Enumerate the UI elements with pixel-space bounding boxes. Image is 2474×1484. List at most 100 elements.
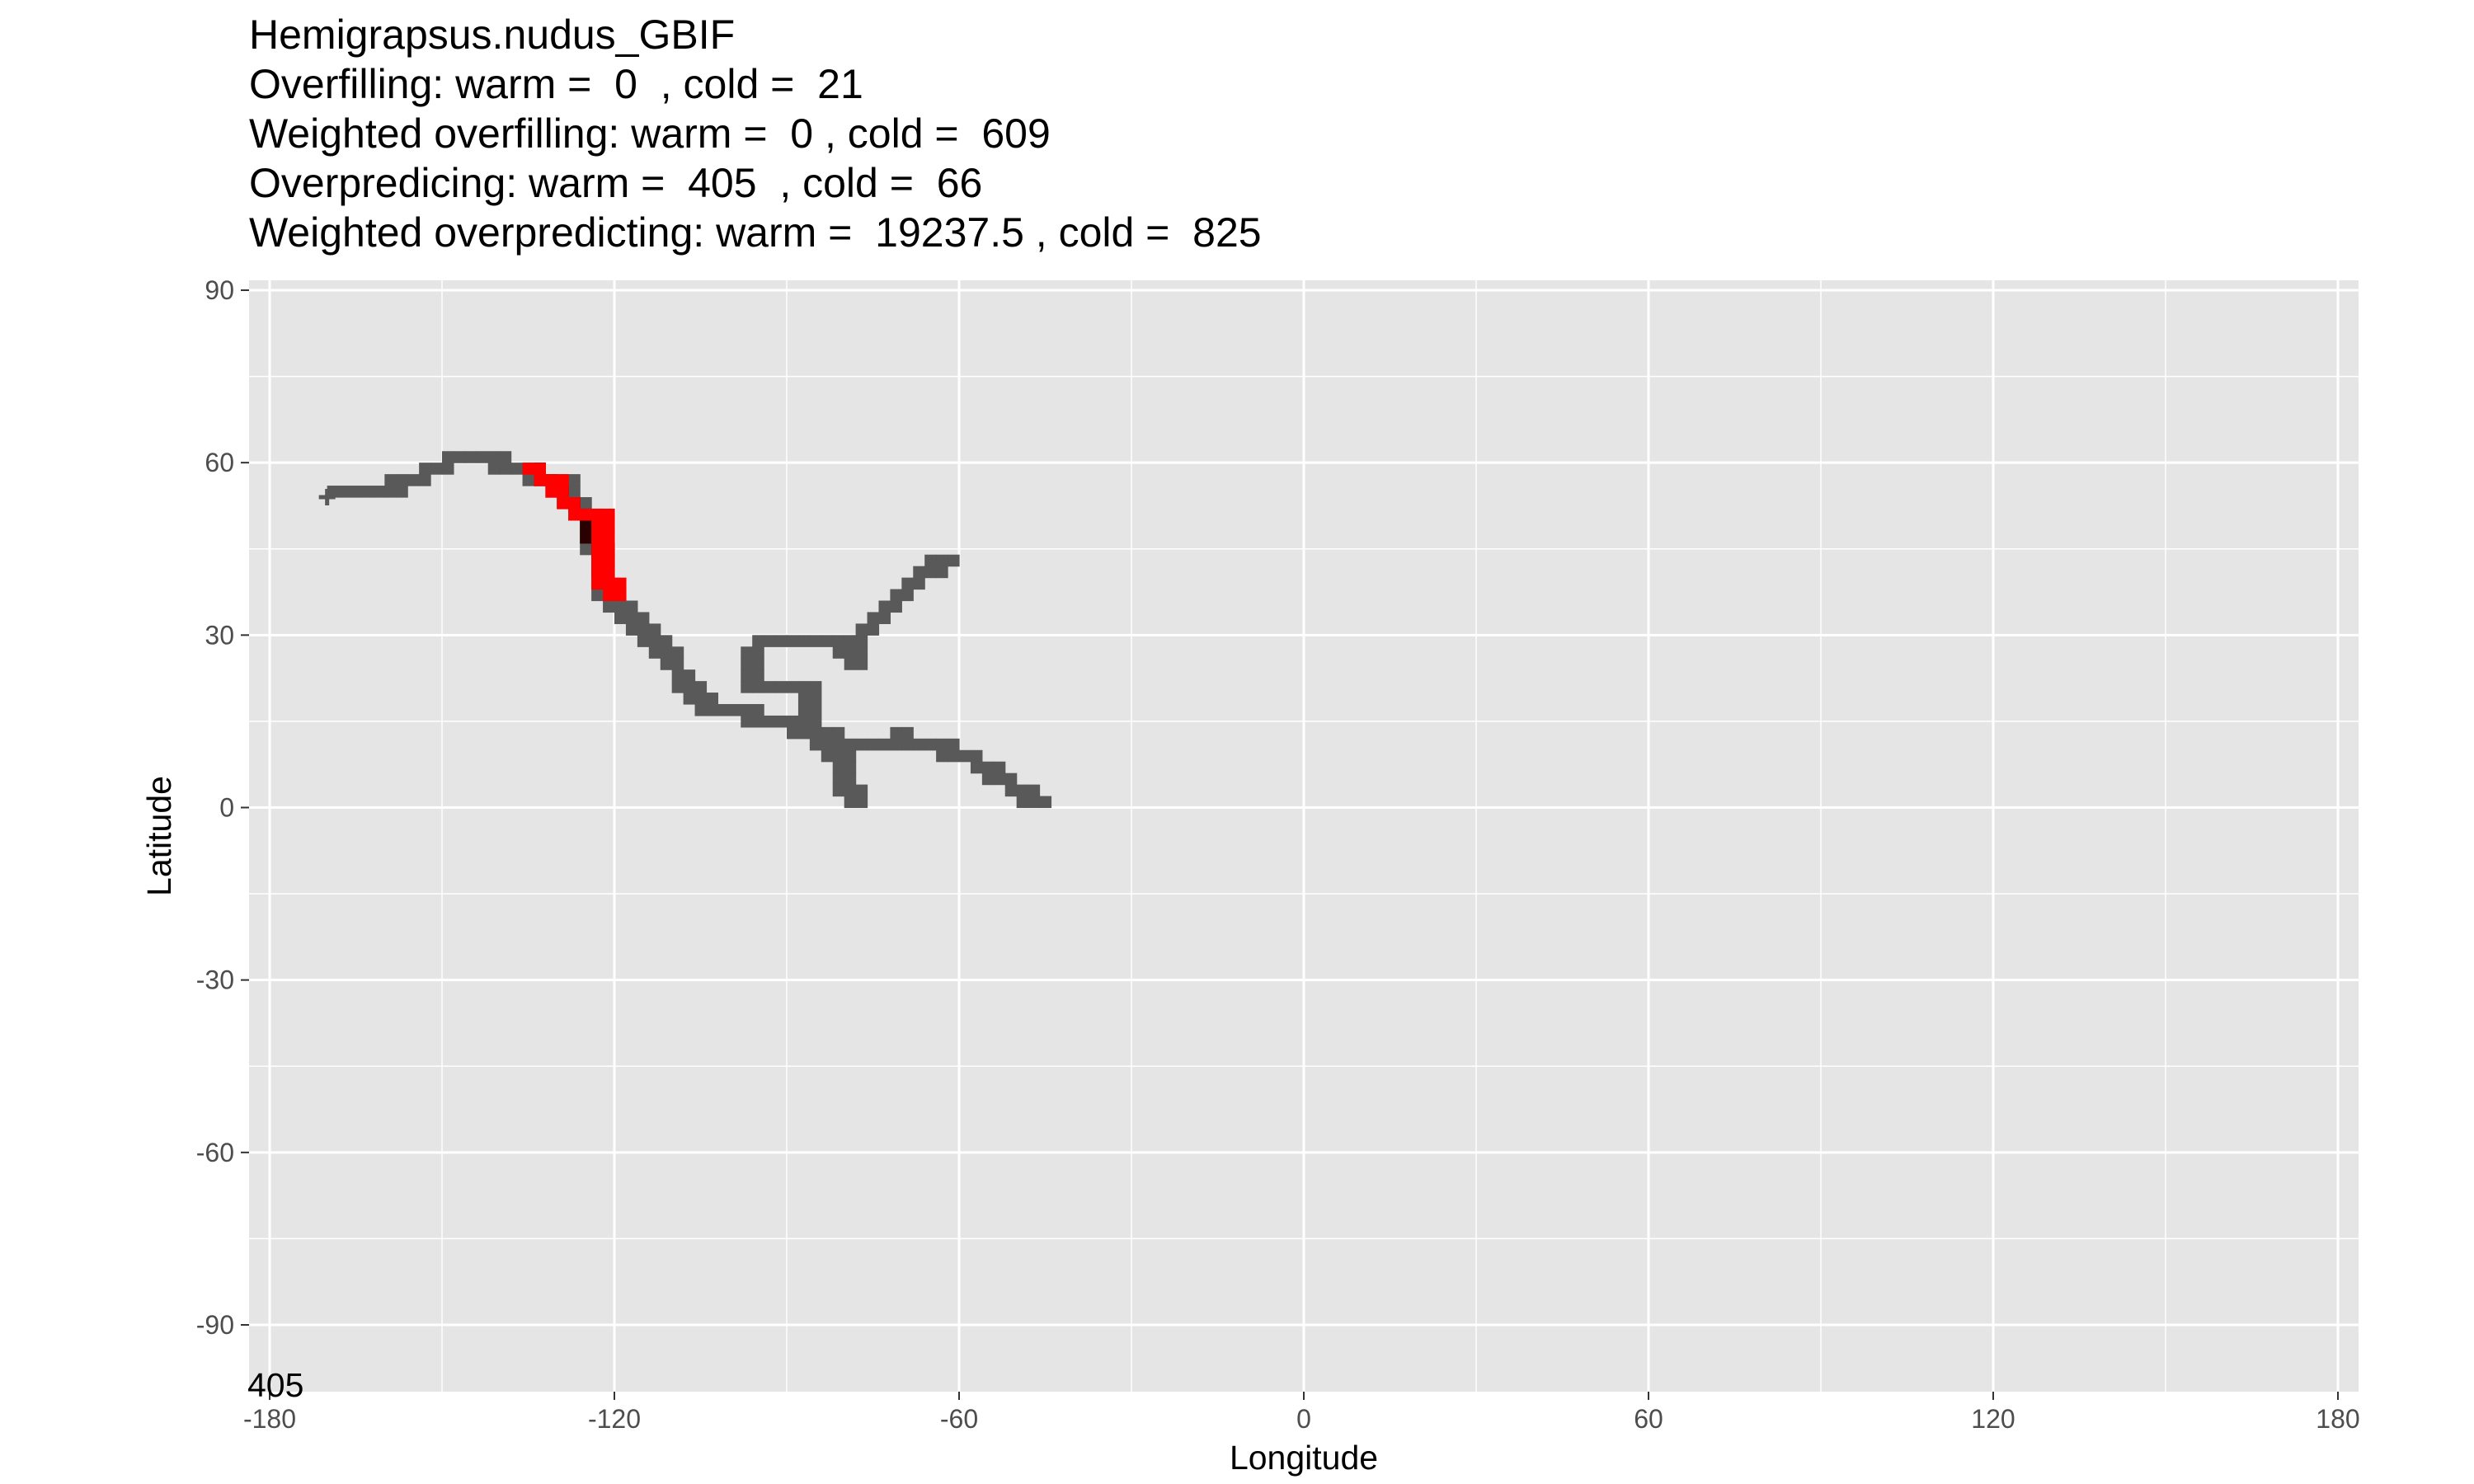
overpredicted-cell	[764, 635, 776, 647]
overpredicted-cell	[741, 669, 753, 682]
overpredicted-cell	[821, 726, 834, 740]
overpredicted-cell	[338, 486, 351, 498]
overpredicted-cell	[752, 635, 764, 647]
chart-title-block: Hemigrapsus.nudus_GBIF Overfilling: warm…	[249, 10, 1262, 257]
overpredicted-cell	[625, 600, 638, 613]
overpredicted-cells	[327, 451, 1052, 809]
overpredicted-cell	[901, 577, 914, 590]
overpredicted-cell	[476, 451, 489, 463]
overpredicted-cell	[648, 635, 661, 647]
overpredicted-cell	[890, 600, 902, 613]
overpredicted-cell	[637, 623, 650, 636]
subtitle-overfilling: Overfilling: warm = 0 , cold = 21	[249, 61, 863, 107]
overpredicted-cell	[970, 749, 983, 763]
overpredicted-cell	[522, 474, 535, 486]
overpredicted-cell	[603, 600, 615, 613]
overpredicted-cell	[430, 463, 443, 475]
overpredicted-cell	[809, 681, 822, 693]
overpredicted-cell	[970, 761, 983, 774]
overpredicted-cell	[741, 704, 753, 716]
overfilled-cell	[603, 554, 615, 567]
overpredicted-cell	[671, 658, 684, 670]
x-axis-title: Longitude	[1230, 1439, 1378, 1477]
overpredicted-cell	[752, 681, 764, 693]
x-tick-label: 180	[2316, 1404, 2359, 1434]
overpredicted-cell	[464, 451, 477, 463]
overpredicted-cell	[948, 749, 960, 763]
overpredicted-cell	[981, 773, 995, 786]
overpredicted-cell	[993, 761, 1006, 774]
overpredicted-cell	[878, 738, 891, 751]
overfilled-cell	[603, 508, 615, 521]
overpredicted-cell	[327, 486, 340, 498]
overfilled-cell	[591, 508, 604, 521]
overpredicted-cell	[1016, 796, 1029, 809]
x-tick-label: 60	[1634, 1404, 1663, 1434]
overfilled-cell	[603, 589, 615, 602]
overpredicted-cell	[637, 635, 650, 647]
y-tick-label: 60	[205, 448, 234, 477]
overpredicted-cell	[959, 749, 971, 763]
overpredicted-cell	[993, 773, 1006, 786]
overpredicted-cell	[1028, 796, 1041, 809]
overfilled-cell	[591, 519, 604, 533]
overpredicted-cell	[787, 726, 799, 740]
overpredicted-cell	[797, 726, 811, 740]
major-grid	[249, 280, 2359, 1392]
x-tick-label: 0	[1296, 1404, 1311, 1434]
subtitle-weighted-overpredicting: Weighted overpredicting: warm = 19237.5 …	[249, 209, 1262, 256]
overpredicted-cell	[487, 451, 501, 463]
overfilled-cell	[603, 566, 615, 579]
overfilled-cell	[603, 542, 615, 556]
overpredicted-cell	[878, 600, 891, 613]
overpredicted-cell	[591, 589, 604, 602]
overpredicted-cell	[878, 612, 891, 624]
overpredicted-cell	[1004, 784, 1018, 797]
axes: -180 -120 -60 0 60 120 180 90 60 30 0 -30 -60 -90	[196, 275, 2360, 1434]
x-tick-label: -180	[243, 1404, 296, 1434]
overpredicted-cell	[361, 486, 374, 498]
overfilled-cell	[603, 519, 615, 533]
subtitle-overpredicting: Overpredicing: warm = 405 , cold = 66	[249, 160, 983, 206]
overpredicted-cell	[890, 589, 902, 602]
overpredicted-cell	[901, 738, 914, 751]
overpredicted-cell	[580, 542, 592, 556]
overpredicted-cell	[499, 463, 512, 475]
overpredicted-cell	[706, 693, 718, 705]
overpredicted-cell	[752, 704, 764, 716]
overfilled-cell	[614, 589, 627, 602]
overpredicted-cell	[809, 635, 822, 647]
overfilled-cell	[614, 577, 627, 590]
overpredicted-cell	[844, 646, 857, 659]
overpredicted-cell	[844, 635, 857, 647]
overpredicted-cell	[844, 784, 857, 797]
overpredicted-cell	[660, 658, 673, 670]
overpredicted-cell	[671, 681, 684, 693]
overpredicted-cell	[936, 749, 948, 763]
overpredicted-cell	[1016, 784, 1029, 797]
overpredicted-cell	[832, 635, 845, 647]
overpredicted-cell	[499, 451, 512, 463]
overpredicted-cell	[648, 646, 661, 659]
overpredicted-cell	[648, 623, 661, 636]
overpredicted-cell	[1028, 784, 1041, 797]
overpredicted-cell	[924, 554, 937, 567]
corner-annotation: 405	[247, 1366, 303, 1404]
overfilled-cell	[534, 474, 546, 486]
overpredicted-cell	[637, 612, 650, 624]
y-tick-label: 30	[205, 620, 234, 650]
overpredicted-cell	[832, 749, 845, 763]
overpredicted-cell	[844, 749, 857, 763]
overpredicted-cell	[1039, 796, 1052, 809]
overpredicted-cell	[832, 784, 845, 797]
overfilled-cell	[557, 474, 569, 486]
overpredicted-cell	[442, 463, 454, 475]
overpredicted-cell	[1004, 773, 1018, 786]
overpredicted-cell	[775, 715, 788, 728]
overpredicted-cell	[350, 486, 363, 498]
overpredicted-cell	[614, 600, 627, 613]
overpredicted-cell	[867, 623, 880, 636]
overfilled-cell	[545, 474, 557, 486]
overpredicted-cell	[832, 726, 845, 740]
overpredicted-cell	[683, 669, 696, 682]
